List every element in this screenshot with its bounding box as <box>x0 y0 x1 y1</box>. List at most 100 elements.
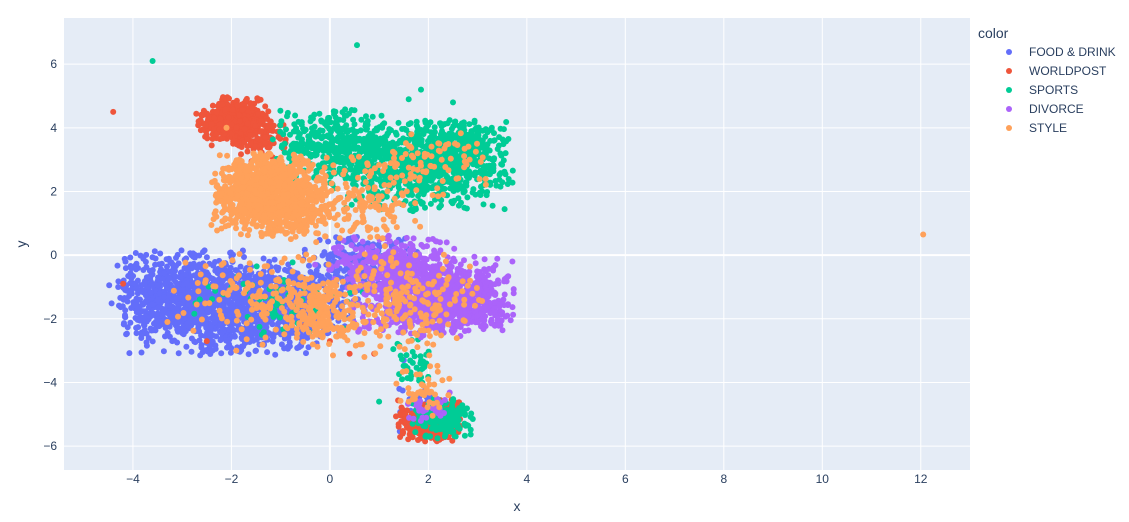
data-point <box>203 254 210 261</box>
data-point <box>187 289 194 296</box>
data-point <box>458 136 465 143</box>
data-point <box>133 295 140 302</box>
data-point <box>461 432 468 439</box>
data-point <box>178 273 185 280</box>
data-point <box>393 413 399 420</box>
data-point <box>213 109 220 116</box>
data-point <box>307 118 314 125</box>
data-point <box>437 135 444 141</box>
data-point <box>395 119 402 126</box>
data-point <box>208 142 215 149</box>
data-point <box>407 357 414 364</box>
data-point <box>488 124 495 131</box>
data-point <box>115 278 122 285</box>
data-point <box>381 144 388 151</box>
data-point <box>123 330 130 337</box>
data-point <box>120 280 127 287</box>
data-point <box>364 240 371 247</box>
data-point <box>454 186 461 193</box>
data-point <box>140 314 147 321</box>
data-point <box>227 264 234 271</box>
data-point <box>237 263 244 270</box>
data-point <box>217 282 224 289</box>
data-point <box>363 126 370 133</box>
data-point <box>175 350 182 357</box>
data-point <box>282 266 288 273</box>
data-point <box>296 343 303 350</box>
data-point <box>405 96 412 103</box>
data-point <box>399 376 405 383</box>
data-point <box>244 120 251 127</box>
data-point <box>452 433 459 440</box>
data-point <box>350 145 357 152</box>
data-point <box>143 342 150 349</box>
data-point <box>191 310 198 317</box>
data-point <box>273 264 280 271</box>
data-point <box>271 256 278 263</box>
data-point <box>233 124 240 131</box>
data-point <box>289 259 296 266</box>
data-point <box>433 423 440 430</box>
data-point <box>225 114 232 121</box>
data-point <box>224 306 231 313</box>
data-point <box>164 263 170 270</box>
data-point <box>396 385 403 392</box>
data-point <box>170 264 177 271</box>
data-point <box>496 142 502 149</box>
data-point <box>147 313 154 320</box>
data-point <box>449 403 456 410</box>
data-point <box>207 323 214 330</box>
data-point <box>128 265 135 272</box>
data-point <box>351 121 358 128</box>
data-point <box>175 328 181 335</box>
data-point <box>226 313 233 320</box>
data-point <box>167 312 173 319</box>
data-point <box>293 125 300 132</box>
data-point <box>490 162 497 169</box>
data-point <box>254 95 261 102</box>
data-point <box>235 299 242 306</box>
data-point <box>208 121 215 128</box>
data-point <box>155 304 162 311</box>
data-point <box>420 358 427 365</box>
data-point <box>191 338 198 345</box>
data-point <box>378 112 385 119</box>
data-point <box>480 201 487 208</box>
data-point <box>265 108 272 115</box>
data-point <box>166 275 173 282</box>
data-point <box>114 262 121 269</box>
data-point <box>292 112 299 119</box>
data-point <box>501 206 508 213</box>
data-point <box>161 294 167 301</box>
data-point <box>403 352 410 359</box>
data-point <box>493 182 500 189</box>
data-point <box>322 144 329 150</box>
data-point <box>126 350 133 357</box>
data-point <box>421 127 428 134</box>
data-point <box>318 273 325 280</box>
data-point <box>345 142 352 149</box>
data-point <box>277 107 284 114</box>
data-point <box>223 337 230 344</box>
data-point <box>218 350 225 357</box>
data-point <box>399 430 406 437</box>
data-point <box>471 172 478 179</box>
data-point <box>202 269 209 275</box>
data-point <box>145 335 152 341</box>
data-point <box>358 147 365 154</box>
data-point <box>279 142 286 149</box>
data-point <box>301 128 308 135</box>
data-point <box>499 179 506 186</box>
data-point <box>213 277 220 284</box>
data-point <box>106 282 113 289</box>
data-point <box>329 253 336 260</box>
data-point <box>208 347 215 354</box>
data-point <box>160 308 167 315</box>
data-point <box>160 348 167 355</box>
data-point <box>438 202 444 209</box>
data-point <box>152 255 159 262</box>
data-point <box>313 169 320 176</box>
data-point <box>475 128 482 135</box>
data-point <box>510 286 517 293</box>
data-point <box>450 99 456 106</box>
